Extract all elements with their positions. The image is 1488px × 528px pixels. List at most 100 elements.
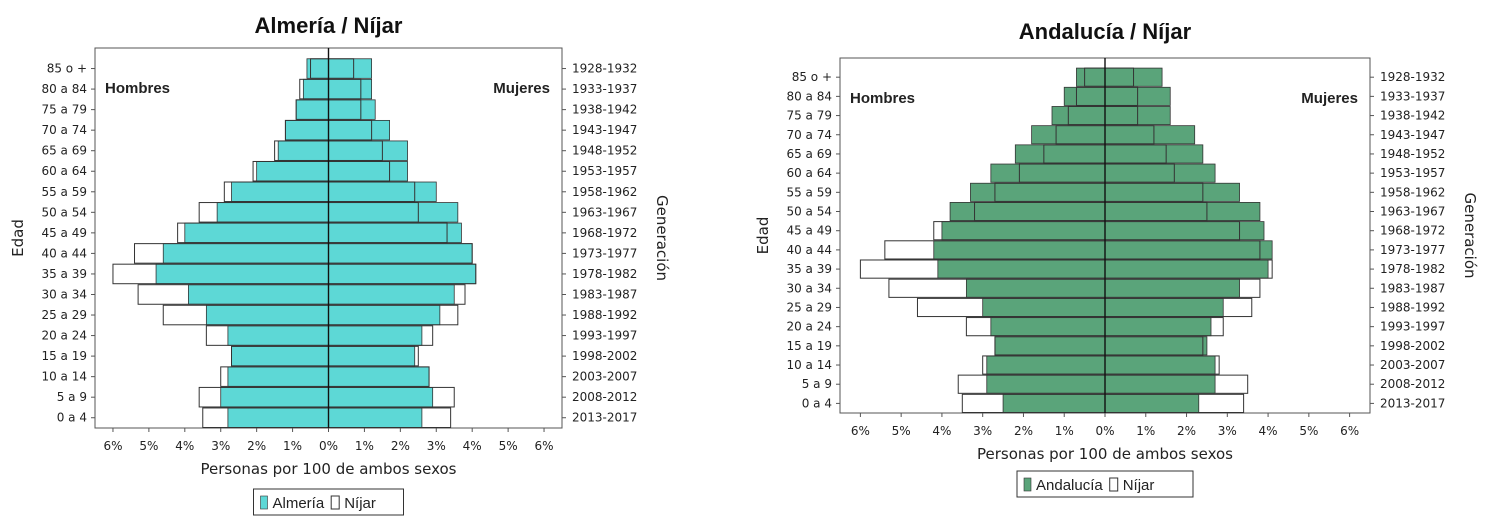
age-tick-label: 0 a 4 (57, 411, 87, 425)
bar-women (328, 243, 473, 264)
age-tick-label: 0 a 4 (802, 396, 832, 410)
legend-swatch-filled (260, 495, 268, 510)
generation-tick-label: 1933-1937 (1380, 89, 1445, 103)
x-tick-label: 5% (1299, 424, 1318, 438)
bar-men (990, 317, 1106, 337)
age-tick-label: 25 a 29 (786, 300, 832, 314)
bar-women (328, 58, 373, 79)
generation-tick-label: 1973-1977 (1380, 243, 1445, 257)
bar-men (986, 355, 1106, 375)
bar-women (1104, 144, 1204, 164)
x-tick-label: 6% (851, 424, 870, 438)
x-tick-label: 5% (139, 439, 158, 453)
bar-women (1104, 278, 1240, 298)
x-tick-label: 5% (499, 439, 518, 453)
age-tick-label: 35 a 39 (41, 267, 87, 281)
age-tick-label: 5 a 9 (57, 390, 87, 404)
generation-tick-label: 2013-2017 (1380, 396, 1445, 410)
bar-men (982, 297, 1106, 317)
age-tick-label: 65 a 69 (41, 144, 87, 158)
generation-tick-label: 1998-2002 (1380, 339, 1445, 353)
bar-women (328, 181, 437, 202)
series-filled-bars (155, 58, 477, 428)
age-tick-label: 60 a 64 (41, 164, 87, 178)
generation-tick-label: 1978-1982 (572, 267, 637, 281)
bar-men (184, 222, 329, 244)
x-tick-label: 4% (1259, 424, 1278, 438)
bar-men (231, 345, 329, 367)
age-tick-label: 40 a 44 (786, 243, 832, 257)
x-tick-label: 1% (355, 439, 374, 453)
bar-women (1104, 355, 1216, 375)
generation-tick-label: 1963-1967 (572, 205, 637, 219)
legend-label: Níjar (344, 495, 376, 512)
y-axis-label: Edad (9, 219, 27, 257)
age-tick-label: 30 a 34 (786, 281, 832, 295)
age-tick-label: 20 a 24 (41, 329, 87, 343)
x-tick-label: 1% (1055, 424, 1074, 438)
x-tick-label: 2% (1177, 424, 1196, 438)
x-tick-label: 6% (103, 439, 122, 453)
chart-1: Almería / Níjar 0 a 4 2013-2017 5 a 9 2008-2… (9, 13, 671, 516)
bar-women (1104, 182, 1240, 202)
x-axis-label: Personas por 100 de ambos sexos (977, 445, 1233, 463)
age-tick-label: 50 a 54 (41, 205, 87, 219)
x-tick-label: 0% (1095, 424, 1114, 438)
bar-men (227, 325, 329, 346)
age-tick-label: 50 a 54 (786, 205, 832, 219)
bar-women (328, 345, 416, 367)
age-tick-label: 5 a 9 (802, 377, 832, 391)
bar-women (328, 387, 434, 408)
chart-title: Andalucía / Níjar (1019, 19, 1192, 44)
x-tick-label: 2% (1014, 424, 1033, 438)
bar-women (328, 202, 459, 223)
women-label: Mujeres (493, 80, 550, 97)
age-tick-label: 65 a 69 (786, 147, 832, 161)
bar-men (216, 202, 329, 223)
x-tick-label: 0% (319, 439, 338, 453)
bar-women (1104, 259, 1269, 279)
generation-tick-label: 1928-1932 (572, 62, 637, 76)
legend-label: Níjar (1123, 477, 1155, 494)
legend-swatch-filled (1023, 477, 1032, 492)
x-tick-label: 4% (932, 424, 951, 438)
legend-box (1016, 470, 1194, 498)
generation-tick-label: 1953-1957 (1380, 166, 1445, 180)
bar-men (1031, 125, 1106, 145)
bar-men (302, 78, 329, 100)
bar-men (256, 161, 329, 182)
generation-tick-label: 1968-1972 (572, 226, 637, 240)
legend-swatch-outline (1109, 477, 1119, 492)
y2-axis-label: Generación (653, 195, 671, 281)
bar-women (1104, 317, 1212, 337)
generation-tick-label: 2013-2017 (572, 411, 637, 425)
age-tick-label: 45 a 49 (786, 224, 832, 238)
age-tick-label: 75 a 79 (41, 103, 87, 117)
bar-women (328, 284, 455, 305)
generation-tick-label: 1973-1977 (572, 246, 637, 260)
x-tick-label: 3% (211, 439, 230, 453)
bar-men (1076, 67, 1106, 87)
generation-tick-label: 2003-2007 (572, 370, 637, 384)
x-tick-label: 6% (1340, 424, 1359, 438)
bar-men (220, 387, 329, 408)
x-tick-label: 1% (1136, 424, 1155, 438)
generation-tick-label: 1943-1947 (572, 123, 637, 137)
age-tick-label: 40 a 44 (41, 246, 87, 260)
bar-men (941, 221, 1106, 241)
generation-tick-label: 1963-1967 (1380, 205, 1445, 219)
generation-tick-label: 2003-2007 (1380, 358, 1445, 372)
generation-tick-label: 1948-1952 (1380, 147, 1445, 161)
x-tick-label: 3% (1218, 424, 1237, 438)
bar-men (277, 140, 329, 161)
x-tick-label: 2% (247, 439, 266, 453)
bar-men (1051, 106, 1106, 126)
legend-box (253, 488, 404, 516)
bar-men (187, 284, 329, 305)
bar-men (1014, 144, 1106, 164)
bar-men (227, 366, 329, 387)
bar-men (970, 182, 1106, 202)
bar-men (949, 202, 1106, 222)
bar-women (1104, 336, 1208, 356)
age-tick-label: 55 a 59 (41, 185, 87, 199)
